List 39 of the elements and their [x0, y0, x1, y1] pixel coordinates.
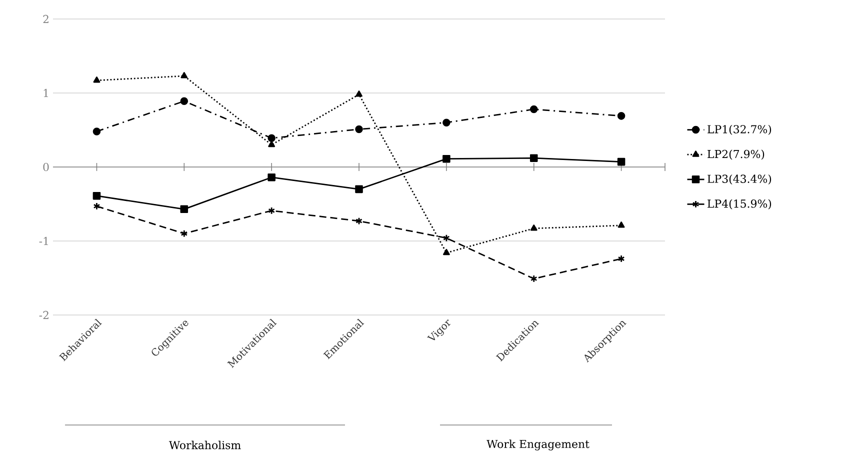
point [356, 217, 362, 225]
y-tick-label: 1 [44, 88, 48, 98]
y-tick-label: 2 [43, 14, 48, 24]
point [180, 97, 188, 106]
point [617, 112, 626, 120]
point [618, 222, 625, 228]
point [618, 254, 625, 263]
legend-label: LP3(43.4%) [708, 174, 772, 185]
point [93, 76, 100, 83]
point [268, 206, 276, 215]
point [355, 185, 363, 194]
point [180, 72, 188, 78]
legend-label: LP4(15.9%) [708, 199, 772, 210]
text: Workaholism [168, 440, 241, 450]
point [530, 274, 538, 283]
point [93, 202, 100, 210]
point [356, 90, 362, 97]
point [92, 192, 101, 200]
legend-label: LP1(32.7%) [708, 124, 772, 135]
point [442, 248, 450, 256]
point [180, 230, 188, 238]
point [442, 118, 450, 126]
legend-label: LP2(7.9%) [708, 150, 764, 160]
point [268, 173, 276, 182]
point [180, 205, 188, 214]
point [442, 234, 450, 242]
point [530, 105, 538, 114]
y-tick-label: -1 [39, 236, 48, 246]
point [442, 154, 450, 163]
point [92, 128, 101, 136]
point [617, 158, 626, 166]
text: Work Engagement [486, 440, 590, 450]
y-tick-label: 0 [43, 162, 49, 172]
point [530, 154, 538, 162]
point [268, 140, 276, 148]
point [355, 125, 363, 134]
point [268, 134, 276, 142]
point [530, 224, 538, 231]
y-tick-label: -2 [39, 310, 48, 320]
